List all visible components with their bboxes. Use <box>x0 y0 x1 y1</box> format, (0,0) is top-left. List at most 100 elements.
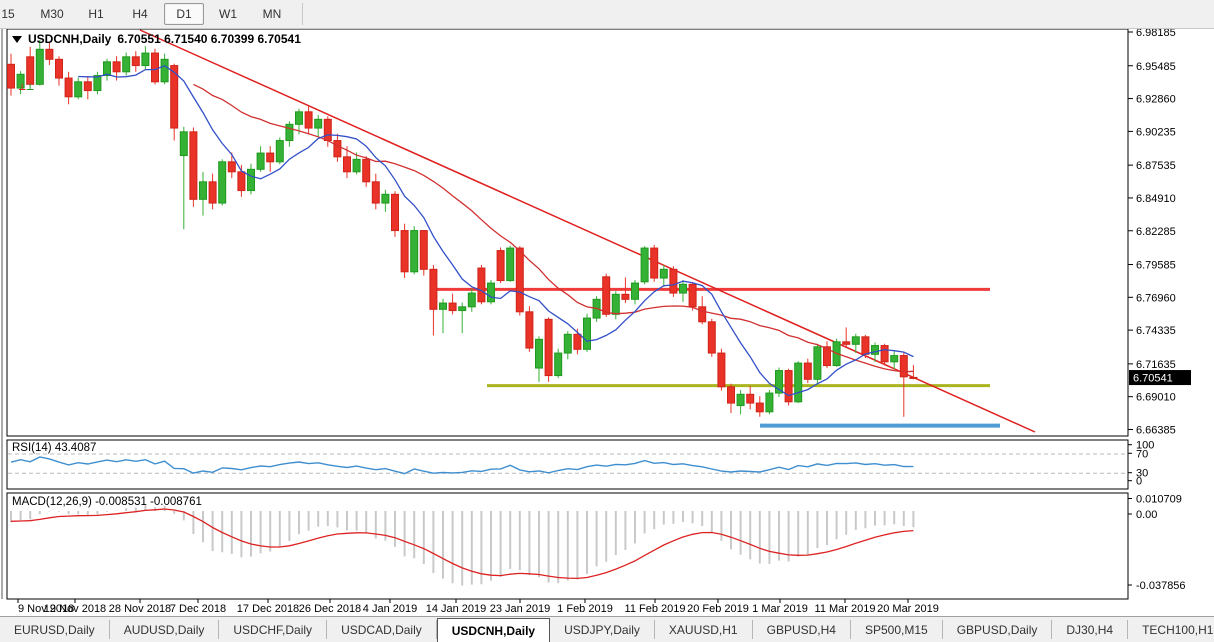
macd-indicator-label: MACD(12,26,9) -0.008531 -0.008761 <box>12 496 202 508</box>
macd-signal-line <box>10 508 914 580</box>
rsi-axis-label: 30 <box>1136 468 1148 480</box>
candle-body <box>237 171 246 192</box>
chart-tab-gbpusd-h4[interactable]: GBPUSD,H4 <box>753 620 851 639</box>
candle-body <box>487 282 495 303</box>
candle-body <box>448 302 457 312</box>
candle-body <box>93 75 102 92</box>
price-axis-label: 6.79585 <box>1136 260 1176 272</box>
chart-tab-eurusd-daily[interactable]: EURUSD,Daily <box>0 620 110 639</box>
candle-body <box>141 52 150 67</box>
candle-body <box>35 48 44 85</box>
candle-body <box>621 293 630 300</box>
date-axis-label: 26 Dec 2018 <box>299 603 361 615</box>
candle-body <box>26 56 35 85</box>
candle-body <box>285 123 294 142</box>
macd-axis-label: 0.00 <box>1136 509 1157 521</box>
candle-body <box>112 61 121 73</box>
price-axis-label: 6.87535 <box>1136 160 1176 172</box>
chart-tab-audusd-daily[interactable]: AUDUSD,Daily <box>110 620 220 639</box>
candle-body <box>861 336 870 355</box>
candle-body <box>199 181 207 200</box>
candle-body <box>736 393 745 407</box>
candle-body <box>765 392 774 413</box>
candle-body <box>794 362 803 403</box>
candle-body <box>707 321 716 354</box>
chart-title-symbol: USDCNH,Daily <box>28 32 112 46</box>
candle-body <box>131 56 140 67</box>
candle-body <box>55 58 63 79</box>
date-axis-label: 19 Nov 2018 <box>44 603 106 615</box>
candle-body <box>7 63 15 89</box>
timeframe-button-m30[interactable]: M30 <box>40 7 64 21</box>
candle-body <box>583 317 591 350</box>
candle-body <box>871 345 879 355</box>
candle-body <box>323 118 332 142</box>
candle-body <box>275 140 284 163</box>
candle-body <box>899 355 908 378</box>
date-axis-label: 7 Dec 2018 <box>170 603 226 615</box>
chart-tab-dj30-h4[interactable]: DJ30,H4 <box>1052 620 1129 639</box>
chart-tab-xauusd-h1[interactable]: XAUUSD,H1 <box>655 620 753 639</box>
candle-body <box>170 65 179 129</box>
candle-body <box>880 345 889 363</box>
candle-body <box>890 355 899 363</box>
candle-body <box>640 247 649 283</box>
candle-body <box>64 77 73 98</box>
candle-body <box>784 370 793 403</box>
chart-tab-usdcad-daily[interactable]: USDCAD,Daily <box>327 620 437 639</box>
chart-tab-sp500-m15[interactable]: SP500,M15 <box>851 620 943 639</box>
chart-tab-usdchf-daily[interactable]: USDCHF,Daily <box>219 620 328 639</box>
candle-body <box>611 293 620 315</box>
candle-body <box>813 346 822 380</box>
timeframe-button-15[interactable]: 15 <box>1 7 15 21</box>
candle-body <box>746 393 755 404</box>
candle-body <box>525 311 534 349</box>
candle-body <box>554 352 563 377</box>
candle-body <box>515 247 524 313</box>
candle-body <box>208 181 217 204</box>
price-axis-label: 6.66385 <box>1136 425 1176 437</box>
candle-body <box>727 386 735 404</box>
candle-body <box>304 111 313 129</box>
candle-body <box>343 156 351 173</box>
candle-body <box>439 302 447 310</box>
trendline[interactable] <box>139 29 1036 433</box>
rsi-pane <box>6 439 1129 490</box>
candle-body <box>631 282 639 300</box>
candle-body <box>410 230 419 273</box>
chart-tab-usdjpy-daily[interactable]: USDJPY,Daily <box>550 620 655 639</box>
candle-body <box>467 292 476 308</box>
price-axis-label: 6.95485 <box>1136 61 1176 73</box>
candle-body <box>122 56 131 73</box>
trade-marker-buy-icon: ⊥ <box>26 83 34 93</box>
timeframe-button-h1[interactable]: H1 <box>88 7 104 21</box>
timeframe-button-h4[interactable]: H4 <box>132 7 148 21</box>
candle-body <box>218 161 227 204</box>
candle-body <box>477 267 486 303</box>
current-price-tag <box>1129 370 1191 386</box>
candle-body <box>362 158 371 183</box>
slow-ma-line <box>193 83 914 373</box>
timeframe-button-d1[interactable]: D1 <box>164 3 204 25</box>
candle-body <box>669 268 678 294</box>
chart-tab-usdcnh-daily[interactable]: USDCNH,Daily <box>436 618 551 642</box>
price-axis-label: 6.98185 <box>1136 27 1176 39</box>
candle-body <box>83 81 92 92</box>
chart-title: USDCNH,Daily 6.70551 6.71540 6.70399 6.7… <box>12 32 301 46</box>
candle-body <box>563 333 572 354</box>
symbol-dropdown-icon[interactable] <box>12 35 22 43</box>
date-axis-label: 1 Mar 2019 <box>752 603 808 615</box>
chart-tab-tech100-h1[interactable]: TECH100,H1 <box>1128 620 1214 639</box>
price-axis-label: 6.84910 <box>1136 193 1176 205</box>
macd-axis-label: 0.010709 <box>1136 494 1182 506</box>
price-axis-label: 6.71635 <box>1136 359 1176 371</box>
candle-body <box>650 247 659 279</box>
candle-body <box>544 318 553 377</box>
chart-tab-gbpusd-daily[interactable]: GBPUSD,Daily <box>943 620 1053 639</box>
candle-body <box>717 352 726 388</box>
candle-body <box>458 306 467 312</box>
candle-body <box>602 276 611 315</box>
timeframe-button-mn[interactable]: MN <box>262 7 282 21</box>
timeframe-button-w1[interactable]: W1 <box>219 7 237 21</box>
chart-tab-bar: EURUSD,Daily AUDUSD,Daily USDCHF,Daily USDC… <box>0 616 1214 642</box>
